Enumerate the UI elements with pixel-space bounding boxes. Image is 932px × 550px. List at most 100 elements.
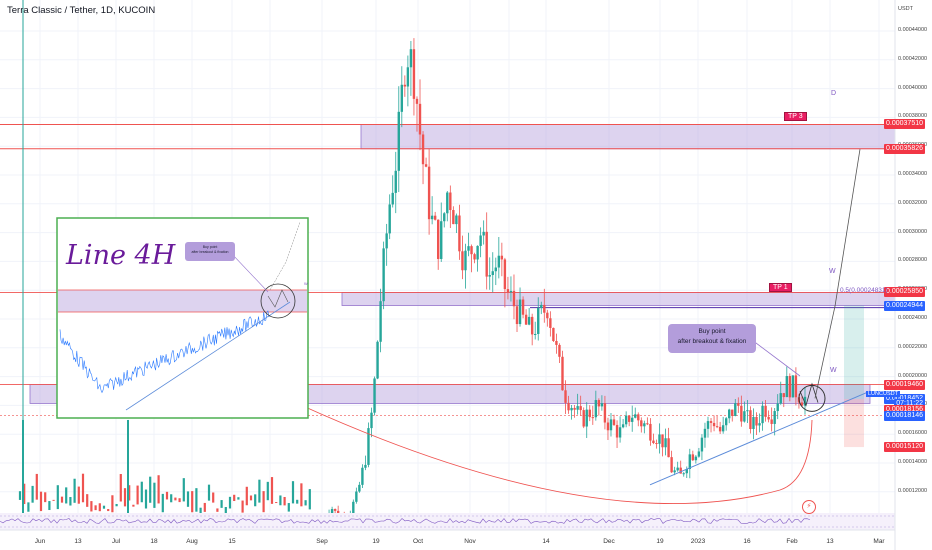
candle-body	[464, 250, 467, 271]
price-tick-label: 0.00040000	[898, 84, 928, 91]
candle-body	[543, 304, 546, 313]
candle-body	[23, 483, 26, 505]
candle-body	[275, 502, 278, 504]
candle-body	[767, 416, 770, 420]
candle-body	[330, 509, 334, 517]
candle-body	[388, 204, 391, 234]
candle-body	[406, 67, 410, 87]
candle-body	[561, 356, 564, 391]
candle-body	[524, 314, 528, 325]
price-tag: 07:11:22	[894, 399, 925, 410]
time-label: 19	[656, 538, 664, 545]
buy-point-line2: after breakout & fixation	[677, 338, 747, 345]
candle-body	[199, 507, 202, 514]
candle-body	[279, 495, 282, 506]
target-box	[844, 305, 864, 400]
candle-body	[503, 259, 507, 290]
candle-body	[128, 485, 131, 501]
candle-body	[627, 415, 631, 422]
lightning-icon[interactable]: ⚡	[802, 500, 816, 514]
candle-body	[397, 111, 400, 171]
candle-body	[527, 316, 531, 325]
w-pattern	[799, 382, 819, 407]
candle-body	[254, 494, 257, 507]
price-axis[interactable]	[894, 0, 932, 550]
candle-body	[773, 411, 776, 424]
candle-body	[427, 166, 431, 220]
candle-body	[576, 406, 579, 410]
candle-body	[178, 498, 181, 503]
candle-body	[136, 485, 139, 505]
projection-path	[814, 149, 861, 399]
candle-body	[549, 318, 552, 328]
price-tick-label: 0.00030000	[898, 228, 928, 235]
candle-body	[509, 290, 513, 293]
candle-body	[546, 312, 549, 319]
candle-body	[758, 423, 761, 426]
candle-body	[655, 443, 658, 445]
candle-body	[86, 494, 89, 507]
candle-body	[734, 403, 737, 416]
tp1-label[interactable]: TP 1	[769, 283, 792, 292]
wave-w-label-upper: W	[829, 268, 836, 275]
candle-body	[782, 393, 785, 398]
candle-body	[555, 340, 558, 345]
candle-body	[764, 405, 767, 417]
candle-body	[115, 503, 118, 507]
time-label: 19	[372, 538, 380, 545]
candle-body	[700, 437, 704, 452]
tp1-zone	[341, 292, 896, 306]
candle-body	[703, 428, 707, 438]
candle-body	[355, 491, 358, 502]
ticker-label: LUNCUSDT	[866, 391, 900, 397]
candle-body	[123, 488, 127, 507]
candle-body	[676, 467, 679, 471]
candle-body	[52, 499, 55, 501]
candle-body	[803, 396, 807, 406]
tp3-label[interactable]: TP 3	[784, 112, 807, 121]
candle-body	[682, 473, 685, 475]
candle-body	[415, 98, 419, 104]
time-label: 2023	[690, 538, 706, 545]
candle-body	[228, 496, 232, 509]
price-tag: 0.00035826	[884, 143, 925, 154]
candle-body	[212, 492, 215, 503]
inset-buy-callout: Buy point after breakout & fixation	[185, 242, 235, 261]
wave-d-label: D	[831, 90, 837, 97]
candle-body	[530, 316, 534, 335]
price-tag: 0.00019460	[884, 379, 925, 390]
candle-body	[664, 438, 667, 448]
candle-body	[688, 454, 692, 470]
inset-projection	[269, 221, 301, 291]
candle-body	[609, 419, 613, 431]
price-tag: 0.00018452	[884, 394, 925, 405]
price-tick-label: 0.00014000	[898, 459, 928, 465]
candle-body	[755, 416, 758, 426]
candle-body	[579, 406, 582, 411]
candle-body	[270, 477, 274, 504]
buy-point-callout[interactable]: Buy point after breakout & fixation	[668, 324, 756, 353]
currency-label: USDT	[898, 6, 913, 12]
candle-body	[618, 427, 622, 438]
candle-body	[800, 402, 804, 406]
candle-body	[60, 496, 64, 503]
price-tag: 0.00018146	[884, 410, 925, 421]
candle-body	[56, 485, 59, 510]
candle-body	[455, 215, 458, 225]
candle-body	[761, 405, 764, 424]
trend-line	[649, 390, 871, 486]
candle-body	[706, 421, 710, 429]
candle-body	[740, 405, 743, 422]
candle-body	[421, 134, 425, 165]
candles	[18, 38, 807, 530]
time-label: 16	[743, 538, 751, 545]
candle-body	[749, 410, 752, 429]
inset-zone	[58, 290, 307, 312]
candle-body	[691, 454, 695, 461]
inset-panel[interactable]	[56, 217, 309, 419]
candle-body	[770, 419, 773, 424]
symbol-title[interactable]: Terra Classic / Tether, 1D, KUCOIN	[7, 5, 156, 16]
candle-body	[111, 495, 114, 513]
candle-body	[637, 414, 640, 421]
